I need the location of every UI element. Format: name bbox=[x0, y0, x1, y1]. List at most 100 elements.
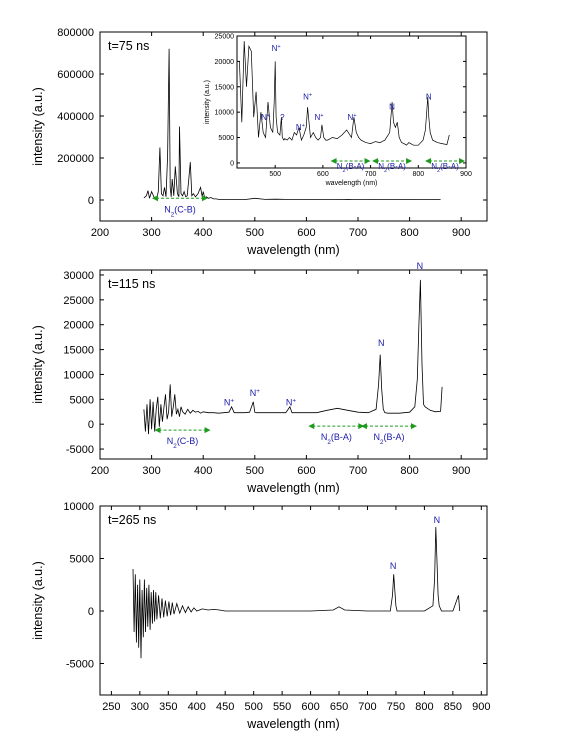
x-tick-label: 800 bbox=[415, 701, 433, 713]
x-tick-label: 700 bbox=[349, 227, 367, 239]
y-tick-label: 5000 bbox=[218, 135, 234, 142]
band-arrow bbox=[308, 423, 365, 430]
y-tick-label: 400000 bbox=[57, 111, 94, 123]
y-tick-label: 800000 bbox=[57, 27, 94, 39]
band-arrow bbox=[154, 427, 211, 434]
band-label: N2(B-A) bbox=[337, 162, 365, 174]
spectrum-line bbox=[239, 41, 450, 146]
x-tick-label: 850 bbox=[444, 701, 462, 713]
peak-label: N+ bbox=[224, 397, 235, 408]
band-arrow-right-head bbox=[406, 157, 413, 164]
panel-t75: 200 300 400 500 600 700 800 9000200000400000600… bbox=[31, 27, 488, 257]
panel-t265: 250 300 350 400 450 500 550 600 650 700 750 800 850 9… bbox=[31, 501, 490, 731]
x-tick-label: 200 bbox=[91, 465, 109, 477]
x-tick-label: 500 bbox=[246, 465, 264, 477]
spectrum-line bbox=[143, 279, 443, 435]
y-tick-label: -5000 bbox=[66, 444, 94, 456]
y-tick-label: 20000 bbox=[63, 320, 94, 332]
y-axis-label: intensity (a.u.) bbox=[31, 87, 45, 166]
band-arrow-left-head bbox=[372, 157, 379, 164]
inset-background bbox=[237, 36, 466, 168]
band-arrow bbox=[151, 195, 208, 202]
x-axis-label: wavelength (nm) bbox=[246, 481, 339, 495]
x-tick-label: 750 bbox=[387, 701, 405, 713]
spectrum-line bbox=[143, 48, 441, 201]
plot-frame bbox=[99, 269, 488, 460]
x-tick-label: 500 bbox=[244, 701, 262, 713]
x-tick-label: 500 bbox=[246, 227, 264, 239]
x-tick-label: 250 bbox=[102, 701, 120, 713]
band-label: N2(B-A) bbox=[373, 432, 404, 446]
x-tick-label: 900 bbox=[452, 465, 470, 477]
y-axis-label: intensity (a.u.) bbox=[204, 80, 211, 124]
y-tick-label: 20000 bbox=[215, 59, 235, 66]
peak-label: N+ bbox=[347, 113, 356, 122]
peak-label: N+ bbox=[250, 387, 260, 398]
peak-label: N bbox=[378, 338, 385, 348]
panel-title: t=75 ns bbox=[108, 39, 149, 53]
band-arrow-left-head bbox=[360, 423, 367, 430]
y-tick-label: 15000 bbox=[63, 345, 94, 357]
x-tick-label: 400 bbox=[188, 701, 206, 713]
x-tick-label: 800 bbox=[400, 465, 418, 477]
band-arrow-right-head bbox=[364, 157, 371, 164]
x-tick-label: 500 bbox=[269, 171, 281, 178]
y-tick-label: 600000 bbox=[57, 69, 94, 81]
y-tick-label: 10000 bbox=[63, 501, 94, 513]
peak-label: N+ bbox=[272, 44, 281, 53]
x-tick-label: 650 bbox=[330, 701, 348, 713]
y-tick-label: 0 bbox=[88, 419, 94, 431]
peak-label: ? bbox=[280, 113, 285, 122]
band-label: N2(B-A) bbox=[431, 162, 459, 174]
inset-frame bbox=[236, 35, 467, 169]
x-tick-label: 300 bbox=[131, 701, 149, 713]
y-tick-label: 0 bbox=[230, 160, 234, 167]
band-arrow-right-head bbox=[201, 195, 208, 202]
peak-label: N+ bbox=[303, 92, 312, 101]
x-tick-label: 600 bbox=[297, 465, 315, 477]
peak-label: N+ bbox=[296, 123, 305, 132]
peak-label: N bbox=[390, 561, 397, 571]
inset-chart: 500 600 700 800 900 0 5000 10000 15000 20000 25000… bbox=[204, 34, 472, 188]
y-axis-label: intensity (a.u.) bbox=[31, 561, 45, 640]
x-axis-label: wavelength (nm) bbox=[246, 717, 339, 731]
plot-frame bbox=[99, 31, 488, 222]
x-tick-label: 900 bbox=[452, 227, 470, 239]
x-axis-label: wavelength (nm) bbox=[325, 180, 378, 187]
y-axis-label: intensity (a.u.) bbox=[31, 325, 45, 404]
panel-title: t=265 ns bbox=[108, 513, 156, 527]
band-arrow-left-head bbox=[151, 195, 158, 202]
x-tick-label: 700 bbox=[358, 701, 376, 713]
peak-label: N bbox=[434, 515, 441, 525]
y-tick-label: 5000 bbox=[70, 554, 94, 566]
y-tick-label: 15000 bbox=[215, 84, 235, 91]
band-arrow-left-head bbox=[425, 157, 432, 164]
x-tick-label: 600 bbox=[297, 227, 315, 239]
y-tick-label: 0 bbox=[88, 195, 94, 207]
peak-label: N+ bbox=[261, 113, 270, 122]
x-tick-label: 700 bbox=[349, 465, 367, 477]
panel-t115: 200 300 400 500 600 700 800 900 -5000 0 5000 10000 1… bbox=[31, 261, 488, 495]
y-tick-label: 5000 bbox=[70, 394, 94, 406]
peak-label: N bbox=[426, 92, 432, 101]
y-tick-label: 10000 bbox=[63, 369, 94, 381]
y-tick-label: 200000 bbox=[57, 153, 94, 165]
band-arrow bbox=[425, 157, 466, 164]
band-arrow bbox=[330, 157, 371, 164]
x-tick-label: 550 bbox=[273, 701, 291, 713]
y-tick-label: 30000 bbox=[63, 270, 94, 282]
x-tick-label: 200 bbox=[91, 227, 109, 239]
band-arrow bbox=[372, 157, 413, 164]
x-tick-label: 300 bbox=[142, 465, 160, 477]
x-tick-label: 800 bbox=[412, 171, 424, 178]
x-tick-label: 400 bbox=[194, 227, 212, 239]
plot-frame bbox=[99, 505, 488, 696]
x-axis-label: wavelength (nm) bbox=[246, 243, 339, 257]
band-arrow-left-head bbox=[154, 427, 161, 434]
x-tick-label: 700 bbox=[365, 171, 377, 178]
x-tick-label: 600 bbox=[301, 701, 319, 713]
peak-label: N bbox=[417, 261, 424, 271]
panel-title: t=115 ns bbox=[108, 277, 155, 291]
y-tick-label: 25000 bbox=[215, 34, 235, 41]
